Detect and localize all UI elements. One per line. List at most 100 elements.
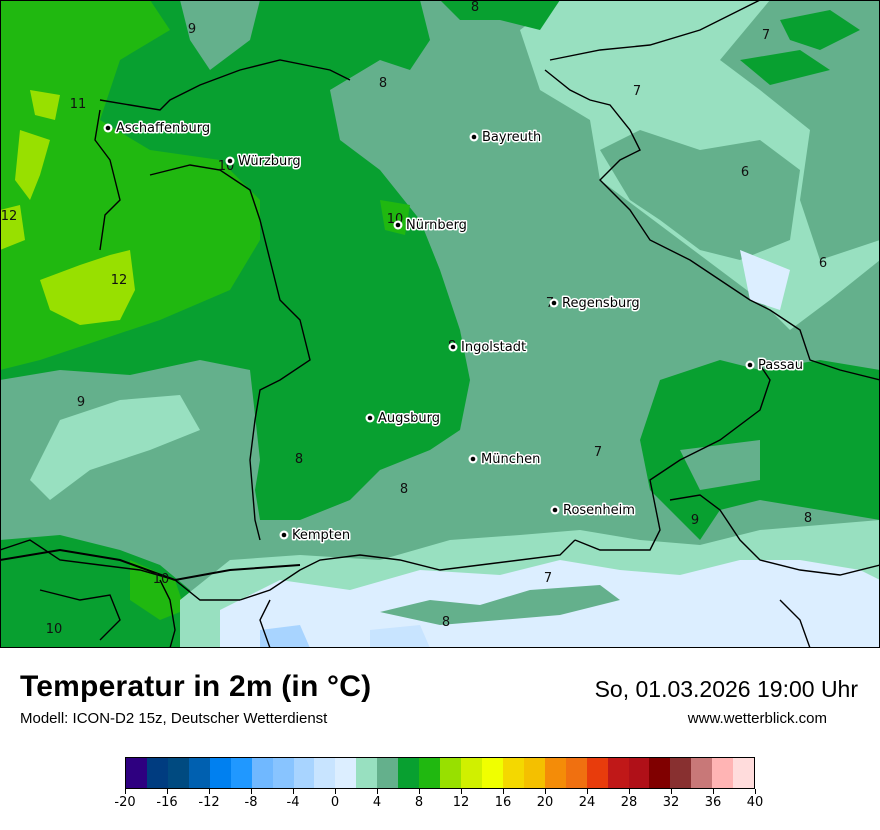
- colorbar-bin: [398, 758, 420, 788]
- temp-band-2-4: [740, 250, 790, 310]
- colorbar-bin: [461, 758, 482, 788]
- border-switzerland: [0, 539, 240, 601]
- colorbar-bin: [230, 758, 252, 788]
- colorbar-tick: [713, 789, 714, 794]
- colorbar-bin: [628, 758, 650, 788]
- city-marker: Kempten: [279, 527, 352, 545]
- colorbar-tick-label: -8: [244, 795, 258, 810]
- map-canvas: 9871187106121061278978898107810 Aschaffe…: [0, 0, 880, 648]
- city-dot-icon: [227, 158, 233, 164]
- border-saxony-czech: [549, 0, 761, 61]
- contour-label: 7: [594, 445, 602, 460]
- temp-band-8-10: [740, 50, 830, 85]
- footer: Temperatur in 2m (in °C) Modell: ICON-D2…: [0, 648, 880, 830]
- contour-label: 8: [295, 452, 303, 467]
- city-dot-icon: [281, 532, 287, 538]
- national-borders: [0, 548, 301, 581]
- colorbar-tick: [461, 789, 462, 794]
- colorbar-bin: [272, 758, 294, 788]
- contour-label: 7: [633, 84, 641, 99]
- contour-label: 8: [379, 76, 387, 91]
- colorbar-tick: [167, 789, 168, 794]
- city-marker: Ingolstadt: [448, 339, 528, 357]
- colorbar-tick-label: -4: [286, 795, 300, 810]
- colorbar-tick: [377, 789, 378, 794]
- border-de-at-west: [174, 564, 301, 581]
- border-austria-bavaria: [239, 539, 576, 601]
- temp-band-8-10: [440, 0, 560, 30]
- colorbar-tick: [419, 789, 420, 794]
- city-dot-icon: [552, 507, 558, 513]
- valid-datetime: So, 01.03.2026 19:00 Uhr: [594, 676, 858, 702]
- website-link[interactable]: www.wetterblick.com: [687, 710, 827, 727]
- colorbar-bin: [293, 758, 315, 788]
- city-dot-icon: [747, 362, 753, 368]
- model-subtitle: Modell: ICON-D2 15z, Deutscher Wetterdie…: [20, 710, 328, 727]
- colorbar-tick-label: -12: [198, 795, 220, 810]
- contour-label: 8: [442, 615, 450, 630]
- border-salzburg: [669, 494, 880, 576]
- colorbar-tick-label: 8: [414, 795, 424, 810]
- temp-band-6-8: [180, 0, 260, 70]
- contour-label: 12: [1, 209, 18, 224]
- borders: [0, 0, 880, 648]
- contour-label: 9: [77, 395, 85, 410]
- city-label: Ingolstadt: [461, 340, 526, 355]
- colorbar-bin: [670, 758, 692, 788]
- border-bavaria-north: [99, 59, 351, 111]
- temp-band-8-10: [780, 10, 860, 50]
- city-dot-icon: [471, 134, 477, 140]
- contour-label: 6: [819, 256, 827, 271]
- city-label: Kempten: [292, 528, 350, 543]
- colorbar-bin: [126, 758, 147, 788]
- colorbar-ticks: -20 -16 -12 -8 -4 0 4 8 12 16 20 24 28 32 36 40: [114, 789, 763, 819]
- colorbar-bin: [167, 758, 189, 788]
- contour-label: 8: [804, 511, 812, 526]
- temp-band-6-8: [600, 130, 800, 260]
- city-dot-icon: [395, 222, 401, 228]
- city-marker: Regensburg: [549, 295, 641, 313]
- colorbar-bin: [691, 758, 713, 788]
- colorbar-tick-label: 32: [662, 795, 680, 810]
- border-east-austria: [779, 599, 811, 648]
- temp-band-4-6: [30, 395, 200, 500]
- colorbar-bin: [335, 758, 357, 788]
- colorbar-bin: [733, 758, 755, 788]
- colorbar-bin: [209, 758, 231, 788]
- city-label: Würzburg: [238, 154, 301, 169]
- colorbar-bin: [188, 758, 210, 788]
- colorbar-tick-label: 24: [578, 795, 596, 810]
- colorbar-bin: [523, 758, 545, 788]
- city-dot-icon: [450, 344, 456, 350]
- colorbar-tick-label: 12: [452, 795, 470, 810]
- colorbar-bin: [251, 758, 273, 788]
- temp-band-6-8: [680, 440, 760, 490]
- city-label: Augsburg: [378, 411, 440, 426]
- city-dot-icon: [367, 415, 373, 421]
- temp-band-8-10: [0, 535, 200, 648]
- city-dot-icon: [551, 300, 557, 306]
- contour-label: 10: [153, 572, 170, 587]
- border-liechtenstein: [159, 579, 176, 648]
- colorbar-bin: [440, 758, 461, 788]
- contour-labels: 9871187106121061278978898107810: [1, 0, 827, 637]
- colorbar-bin: [565, 758, 587, 788]
- city-marker: Bayreuth: [469, 129, 543, 147]
- city-dot-icon: [470, 456, 476, 462]
- city-marker: Nürnberg: [393, 217, 468, 235]
- city-label: Aschaffenburg: [116, 121, 210, 136]
- page-title: Temperatur in 2m (in °C): [20, 670, 372, 703]
- city-label: Passau: [758, 358, 803, 373]
- city-dot-icon: [105, 125, 111, 131]
- border-hesse: [94, 109, 121, 251]
- temp-band-12-14: [30, 90, 60, 120]
- colorbar-tick-label: 16: [494, 795, 512, 810]
- city-marker: Passau: [745, 357, 804, 375]
- temp-band-12-14: [40, 250, 135, 325]
- colorbar-tick-label: -16: [156, 795, 178, 810]
- contour-label: 10: [46, 622, 63, 637]
- colorbar-tick: [629, 789, 630, 794]
- colorbar-tick: [503, 789, 504, 794]
- contour-label: 7: [544, 571, 552, 586]
- city-label: Rosenheim: [563, 503, 635, 518]
